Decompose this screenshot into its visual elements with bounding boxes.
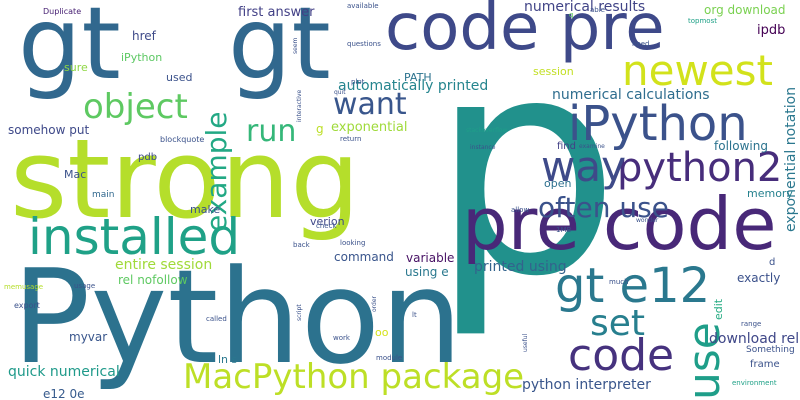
word-python-interpreter: python interpreter: [522, 377, 651, 393]
word-blockquote: blockquote: [160, 135, 205, 144]
word-order: order: [371, 296, 378, 312]
word-p: p: [430, 0, 621, 342]
word-used: used: [166, 71, 193, 84]
word-e12-0e: e12 0e: [43, 387, 85, 400]
word-gt-1: gt: [18, 0, 121, 102]
word-ipython-small: iPython: [121, 51, 163, 64]
word-ipdb: ipdb: [757, 23, 786, 38]
word-org-download: org download: [704, 3, 786, 17]
word-command: command: [334, 250, 394, 264]
word-oo: oo: [375, 326, 389, 339]
word-somehow-put: somehow put: [8, 123, 90, 137]
word-python2: python2: [617, 145, 783, 191]
word-macpython-package: MacPython package: [183, 357, 525, 397]
word-d: d: [769, 257, 776, 268]
word-back: back: [293, 241, 310, 249]
word-installed: installed: [28, 208, 241, 266]
word-available: available: [347, 2, 379, 10]
word-mac: Mac: [64, 168, 87, 181]
word-work: work: [333, 334, 350, 342]
word-pdb: pdb: [138, 152, 158, 163]
word-exactly: exactly: [737, 271, 781, 285]
word-much: much: [609, 278, 629, 286]
word-usage: usage: [74, 282, 96, 290]
word-code-pre: code pre: [385, 0, 665, 65]
word-examine: examine: [579, 143, 605, 150]
word-stackoverflow: stackoverflow: [466, 127, 508, 134]
word-topmost: topmost: [688, 17, 717, 25]
word-duplicate: Duplicate: [43, 7, 82, 16]
word-first-answer: first answer: [238, 5, 315, 20]
word-1mb: 1MB: [556, 226, 572, 234]
word-object: object: [83, 87, 188, 127]
word-main: main: [92, 190, 115, 200]
word-make: make: [190, 203, 221, 216]
word-pre-code: pre code: [462, 182, 777, 266]
word-download-rel: download rel: [709, 331, 800, 347]
word-code: code: [568, 330, 675, 381]
word-printed-using: printed using: [474, 259, 567, 275]
word-open: open: [544, 177, 572, 190]
word-numerical-results: numerical results: [524, 0, 646, 15]
word-check: check: [316, 222, 337, 230]
word-gt-e12: gt e12: [555, 258, 711, 314]
word-g: g: [316, 122, 324, 136]
word-sure: sure: [64, 61, 88, 74]
word-looking: looking: [340, 239, 366, 247]
word-range: range: [741, 320, 762, 328]
word-rel-nofollow: rel nofollow: [118, 273, 188, 287]
word-myvar: myvar: [69, 330, 108, 344]
word-run: run: [246, 114, 297, 149]
word-newest: newest: [622, 46, 773, 95]
word-frame: frame: [750, 359, 780, 370]
word-plot: plot: [351, 78, 365, 86]
word-edit: edit: [712, 298, 725, 320]
word-memusage: memusage: [4, 283, 44, 291]
word-strong: strong: [10, 115, 361, 243]
word-useful: useful: [522, 333, 529, 352]
word-exponential-notation: exponential notation: [783, 86, 799, 232]
word-numerical-calculations: numerical calculations: [552, 87, 710, 103]
word-href: href: [132, 29, 156, 43]
word-able: able: [590, 6, 605, 14]
word-seem: seem: [292, 37, 299, 54]
word-gt-2: gt: [228, 0, 331, 102]
word-variable: variable: [406, 251, 455, 265]
word-environment: environment: [732, 379, 777, 387]
word-questions: questions: [347, 40, 381, 48]
word-lt: lt: [412, 311, 417, 319]
word-wonder: wonder: [636, 217, 659, 224]
word-way: way: [541, 142, 626, 191]
word-q: q: [569, 11, 574, 19]
word-script: script: [296, 304, 303, 321]
word-verion: verion: [310, 215, 345, 228]
word-entire-session: entire session: [115, 257, 213, 273]
word-session: session: [533, 65, 574, 78]
word-ln-s: ln s: [218, 353, 238, 366]
word-python: Python: [12, 241, 463, 393]
word-memory: memory: [747, 187, 793, 200]
word-export: export: [14, 301, 40, 310]
word-often-use: often use: [538, 191, 669, 224]
word-quick-numerical: quick numerical: [8, 364, 120, 380]
word-allow: allow: [511, 206, 530, 214]
word-called: called: [206, 315, 227, 323]
word-want: want: [333, 87, 407, 122]
word-find: find: [557, 141, 576, 152]
word-interactive: interactive: [296, 89, 303, 122]
word-set: set: [590, 303, 646, 344]
word-module: module: [376, 354, 403, 362]
word-using-e: using e: [405, 265, 449, 279]
word-instance: instance: [470, 144, 496, 151]
word-quit: quit: [334, 89, 346, 96]
word-ipython-large: iPython: [568, 96, 748, 152]
word-path: PATH: [404, 71, 432, 84]
word-need: need: [632, 40, 650, 48]
word-exponential: exponential: [331, 120, 408, 135]
word-automatically-printed: automatically printed: [338, 78, 489, 94]
word-following: following: [714, 139, 768, 153]
word-return: return: [340, 135, 362, 143]
word-something: Something: [746, 345, 795, 355]
